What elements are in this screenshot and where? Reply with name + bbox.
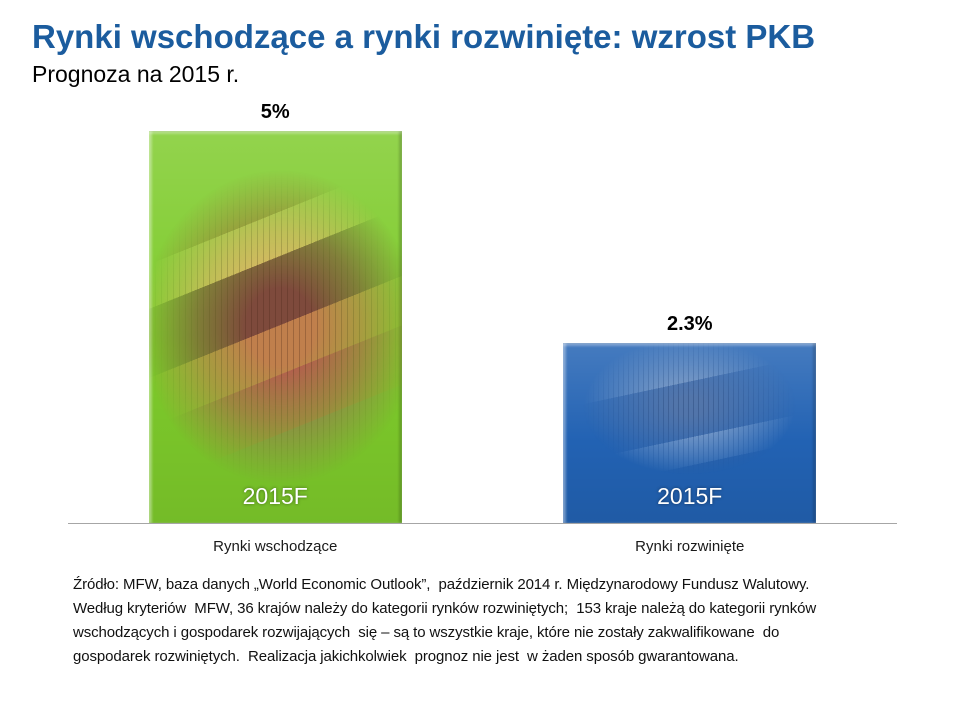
chart-baseline [68,523,897,524]
value-label: 2.3% [666,312,713,335]
bar-period-label: 2015F [657,482,723,509]
source-note: Źródło: MFW, baza danych „World Economic… [73,573,816,669]
source-note-line: Źródło: MFW, baza danych „World Economic… [73,576,810,593]
bar-emerging-markets: 2015F [148,131,402,523]
source-note-line: wschodzących i gospodarek rozwijających … [73,624,780,641]
bar-texture [148,131,402,523]
bar-developed-markets: 2015F [563,342,817,523]
bar-period-label: 2015F [242,483,308,509]
category-label: Rynki rozwinięte [635,538,745,555]
page-subtitle: Prognoza na 2015 r. [32,61,240,87]
bar-texture [563,342,817,523]
category-label: Rynki wschodzące [213,538,338,555]
page-title: Rynki wschodzące a rynki rozwinięte: wzr… [32,18,816,55]
source-note-line: gospodarek rozwiniętych. Realizacja jaki… [73,648,739,665]
value-label: 5% [260,101,290,123]
source-note-line: Według kryteriów MFW, 36 krajów należy d… [73,600,817,617]
